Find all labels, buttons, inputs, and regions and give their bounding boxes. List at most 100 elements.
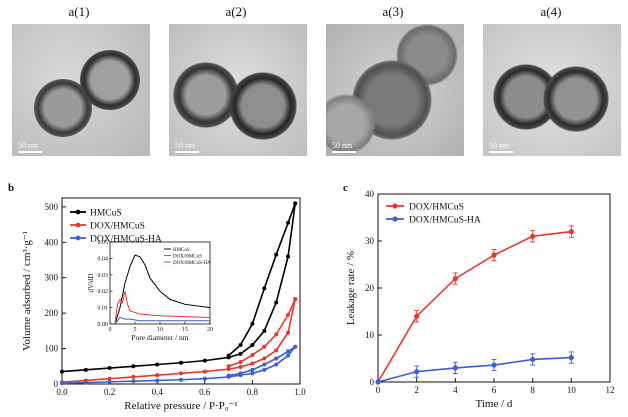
data-point-dox-hmcus-ha	[83, 380, 88, 385]
data-point-dox-hmcus	[414, 313, 420, 319]
tem-image-4: 50 nm	[483, 24, 621, 156]
legend-label-hmcus: HMCuS	[90, 209, 122, 219]
legend-label-dox-hmcus-ha: DOX/HMCuS-HA	[90, 235, 162, 245]
scale-bar	[332, 151, 356, 153]
data-point-dox-hmcus-ha	[250, 367, 255, 372]
data-point-hmcus	[262, 328, 267, 333]
data-point-dox-hmcus-ha	[179, 377, 183, 382]
data-point-hmcus	[131, 364, 136, 369]
data-point-dox-hmcus-ha	[568, 354, 574, 361]
data-point-dox-hmcus	[530, 233, 536, 239]
data-point-hmcus	[250, 343, 255, 348]
scale-label: 50 nm	[175, 141, 196, 150]
inset-x-tick-label: 0	[109, 327, 112, 333]
data-point-dox-hmcus-ha	[107, 379, 112, 384]
data-point-hmcus	[83, 367, 88, 372]
y-tick-label: 500	[45, 202, 59, 212]
scale-label: 50 nm	[332, 141, 353, 150]
data-point-dox-hmcus-ha	[262, 367, 267, 372]
data-point-dox-hmcus-ha	[375, 379, 381, 385]
tem-image-3: 50 nm	[326, 24, 464, 156]
inset-y-axis-label: dV/dD	[87, 273, 95, 292]
tem-image-2: 50 nm	[169, 24, 307, 156]
data-point-dox-hmcus-ha	[414, 369, 420, 375]
data-point-dox-hmcus	[226, 367, 231, 372]
inset-legend-label-hmcus: HMCuS	[173, 248, 190, 253]
data-point-dox-hmcus-ha	[452, 365, 458, 371]
x-tick-label: 0.2	[104, 387, 115, 397]
panel-label-b: b	[8, 182, 14, 194]
nanoparticle	[80, 50, 140, 110]
data-point-hmcus	[286, 220, 291, 225]
scale-bar	[18, 151, 42, 153]
data-point-dox-hmcus	[286, 312, 291, 317]
tem-title-3: a(3)	[382, 4, 404, 19]
y-tick-label: 0	[54, 379, 59, 389]
nanoparticle	[326, 94, 376, 154]
series-line-dox-hmcus	[61, 298, 297, 384]
x-tick-label: 12	[606, 385, 615, 395]
x-tick-label: 0	[376, 385, 381, 395]
inset-legend-label-dox-hmcus: DOX/HMCuS	[173, 255, 202, 260]
data-point-dox-hmcus	[155, 373, 160, 378]
series-line-hmcus	[61, 203, 297, 373]
scale-label: 50 nm	[489, 141, 510, 150]
y-tick-label: 200	[45, 308, 59, 318]
nanoparticle	[543, 66, 609, 132]
series-line-dox-hmcus	[377, 230, 572, 383]
scale-bar	[489, 151, 513, 153]
data-point-dox-hmcus	[568, 229, 574, 235]
data-point-hmcus	[293, 201, 298, 206]
series-line-dox-hmcus-ha	[377, 356, 572, 383]
data-point-hmcus	[274, 252, 279, 257]
inset-x-tick-label: 10	[157, 327, 163, 333]
x-axis-label: Relative pressure / P·P₀⁻¹	[124, 400, 237, 412]
inset-y-tick-label: 0.03	[98, 273, 109, 279]
inset-series-line-hmcus	[114, 254, 211, 325]
y-tick-label: 0	[370, 377, 375, 387]
y-axis-label: Leakage rate / %	[345, 251, 357, 325]
y-tick-label: 40	[365, 189, 375, 199]
data-point-hmcus	[226, 353, 231, 358]
data-point-dox-hmcus	[293, 296, 298, 301]
data-point-dox-hmcus	[452, 276, 458, 282]
scale-label: 50 nm	[18, 141, 39, 150]
inset-frame	[109, 241, 211, 325]
data-point-hmcus	[107, 366, 112, 371]
data-point-dox-hmcus	[250, 361, 255, 366]
legend-marker-dox-hmcus	[75, 222, 81, 228]
data-point-dox-hmcus-ha	[286, 349, 291, 354]
data-point-hmcus	[179, 360, 183, 365]
data-point-hmcus	[202, 358, 207, 363]
chart-c: 0 2 4 6 8 10 12 0 10 20 30 40 Time / d Leakage rate /…	[345, 189, 615, 410]
x-tick-label: 4	[453, 385, 458, 395]
x-tick-label: 1.0	[294, 387, 306, 397]
legend-marker-dox-hmcus-ha	[75, 235, 81, 241]
x-tick-label: 2	[414, 385, 419, 395]
chart-b: 0.0 0.2 0.4 0.6 0.8 1.00100200300400500Relati…	[21, 197, 306, 412]
y-axis-label: Volume adsorbed / cm³·g⁻¹	[21, 231, 33, 351]
legend-marker-hmcus	[75, 209, 81, 215]
data-point-dox-hmcus-ha	[202, 376, 207, 381]
x-tick-label: 8	[530, 385, 535, 395]
inset-x-tick-label: 20	[207, 327, 213, 333]
inset-legend-label-dox-hmcus-ha: DOX/HMCuS-HA	[173, 261, 211, 266]
plot-frame	[61, 197, 301, 385]
legend-marker-dox-hmcus-ha	[392, 216, 398, 222]
data-point-dox-hmcus	[274, 332, 279, 337]
y-tick-label: 20	[365, 283, 375, 293]
data-point-dox-hmcus	[274, 348, 279, 353]
data-point-dox-hmcus-ha	[155, 378, 160, 383]
x-tick-label: 0.6	[199, 387, 211, 397]
tem-title-1: a(1)	[68, 4, 90, 19]
inset-x-tick-label: 15	[182, 327, 188, 333]
nanoparticle	[229, 72, 297, 140]
data-point-dox-hmcus	[202, 369, 207, 374]
tem-image-1: 50 nm	[12, 24, 150, 156]
data-point-dox-hmcus-ha	[238, 371, 243, 376]
data-point-hmcus	[238, 343, 243, 348]
y-tick-label: 10	[365, 330, 375, 340]
data-point-dox-hmcus-ha	[262, 362, 267, 367]
data-point-hmcus	[155, 362, 160, 367]
legend-marker-dox-hmcus	[392, 203, 398, 209]
